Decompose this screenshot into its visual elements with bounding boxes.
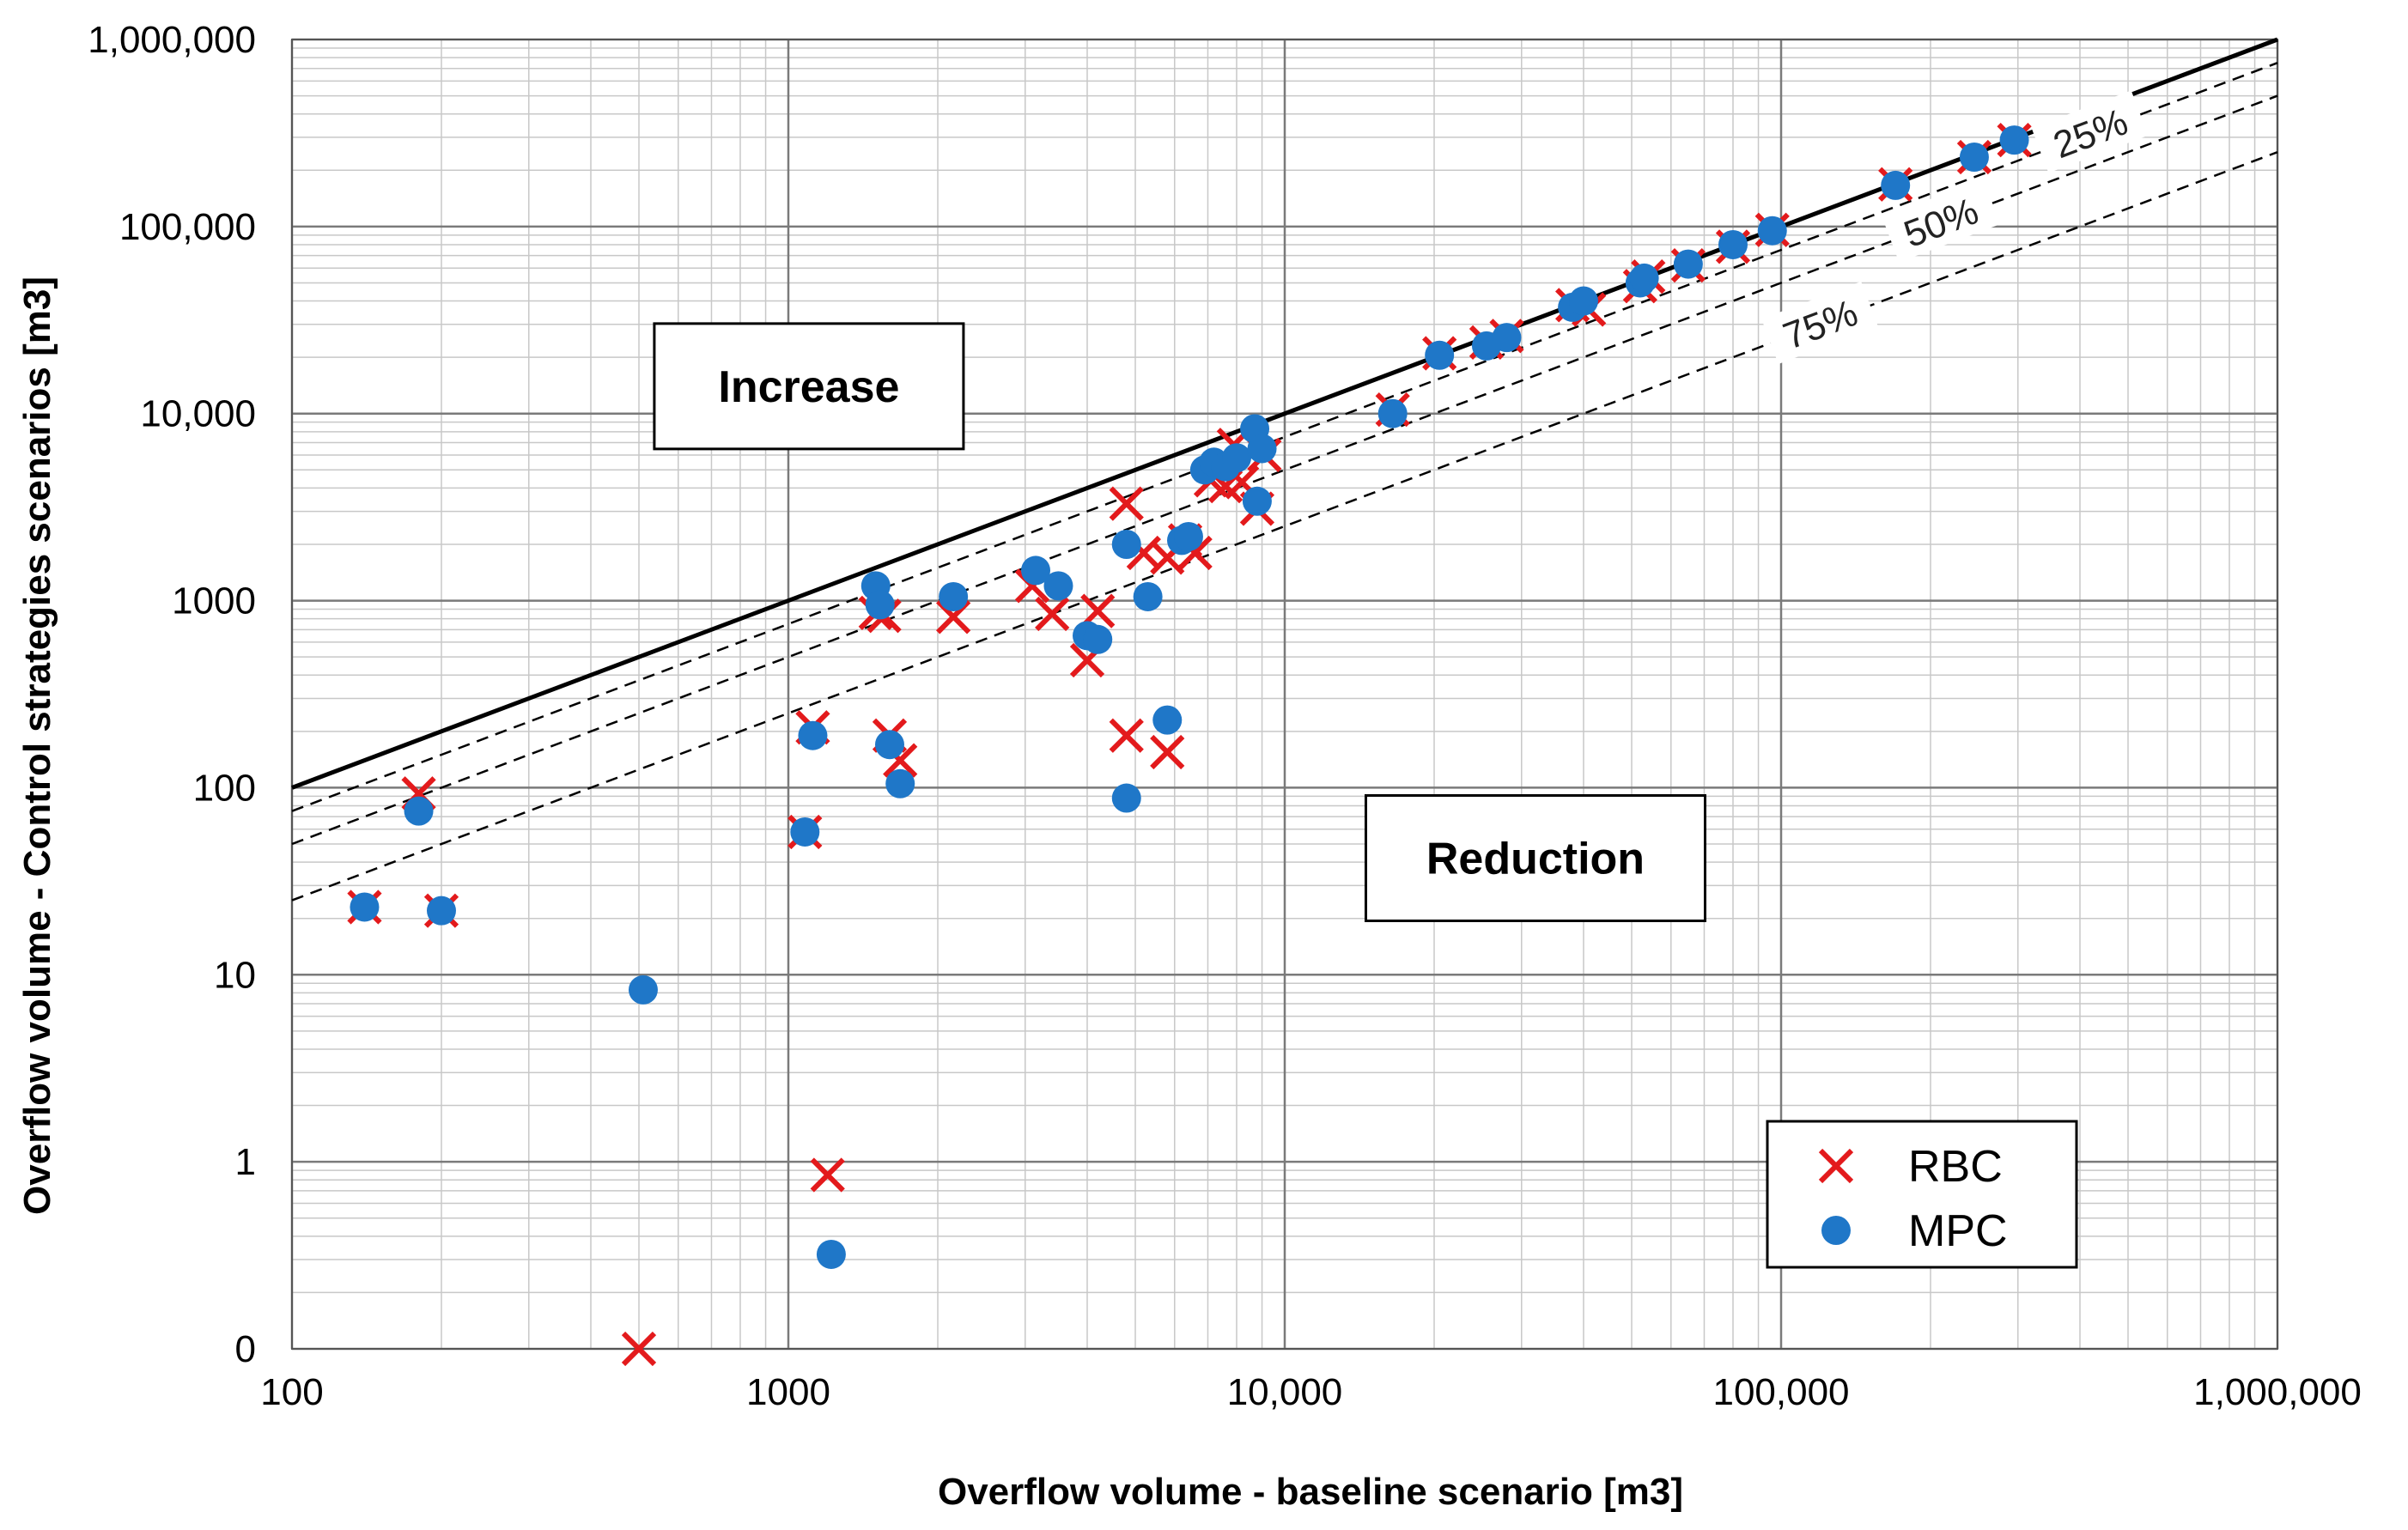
mpc-point [939,581,969,611]
mpc-point [1247,434,1277,464]
mpc-point [628,974,658,1005]
reference-label-background [1882,179,1999,263]
x-tick-label: 100 [260,1371,323,1413]
rbc-point [1150,734,1185,770]
annotation-box [653,322,965,451]
rbc-cross-stroke [1225,464,1260,500]
rbc-point [1035,596,1070,632]
reference-line-25pct [291,62,2278,812]
mpc-point [1425,340,1455,370]
rbc-cross-stroke [883,743,918,778]
x-axis-title: Overflow volume - baseline scenario [m3] [938,1471,1683,1513]
data-points [347,122,2032,1367]
series-mpc [350,125,2029,1269]
legend-marker-mpc [1821,1216,1851,1245]
rbc-point [1109,486,1144,521]
legend-box [1766,1120,2078,1269]
legend-entry-mpc: MPC [1821,1206,2008,1256]
mpc-point [1152,705,1183,735]
mpc-point [790,817,820,847]
mpc-point [1021,556,1051,586]
legend-entry-rbc: RBC [1818,1142,2003,1192]
annotation-box [1364,794,1706,923]
annotation-reduction: Reduction [1364,794,1706,923]
y-tick-label: 1000 [172,580,256,622]
y-tick-labels: 0 1 10 100 1000 10,000 100,000 1,000,000 [88,19,256,1370]
mpc-point [1492,323,1522,353]
mpc-point [798,720,828,750]
rbc-cross-stroke [1109,718,1144,753]
y-tick-label: 1 [235,1141,256,1183]
mpc-point [1377,398,1408,428]
mpc-point [885,768,915,798]
rbc-point [810,1157,845,1193]
x-tick-label: 100,000 [1712,1371,1849,1413]
annotation-text: Reduction [1426,835,1645,884]
mpc-point [1673,249,1703,279]
mpc-point [1881,170,1911,200]
mpc-point [1757,216,1787,246]
rbc-cross-stroke [1109,486,1144,521]
mpc-point [404,796,434,826]
mpc-point [816,1239,846,1269]
region-annotations: Increase Reduction [653,322,1706,923]
mpc-point [1173,521,1203,551]
y-axis-title: Overflow volume - Control strategies sce… [16,276,58,1215]
mpc-point [426,896,456,926]
y-tick-label: 10 [214,954,256,996]
y-tick-label: 100,000 [119,206,256,248]
x-tick-label: 1,000,000 [2193,1371,2362,1413]
annotation-increase: Increase [653,322,965,451]
mpc-point [1111,783,1141,813]
mpc-point [1221,443,1251,473]
reference-line-75pct [291,150,2278,902]
mpc-point [1083,624,1113,654]
mpc-point [1043,571,1073,601]
legend-label: MPC [1908,1206,2008,1256]
rbc-cross-stroke [1150,734,1185,770]
legend-label: RBC [1908,1142,2003,1192]
mpc-point [1568,286,1598,316]
mpc-point [1959,143,1989,173]
reference-lines: 25%50%75% [291,37,2278,902]
x-tick-label: 1000 [746,1371,830,1413]
mpc-point [865,590,895,620]
mpc-point [1133,581,1163,611]
rbc-cross-stroke [621,1331,657,1367]
x-tick-label: 10,000 [1227,1371,1343,1413]
reference-label-background [1761,281,1878,364]
rbc-cross-stroke [1818,1148,1854,1184]
y-tick-label: 100 [193,767,256,809]
legend: RBC MPC [1766,1120,2078,1269]
rbc-cross-stroke [810,1157,845,1193]
mpc-point [1999,125,2029,155]
reference-label-background [2031,90,2149,173]
mpc-point [1111,529,1141,559]
rbc-point [621,1331,657,1367]
mpc-point [1718,229,1748,259]
rbc-cross-stroke [1177,535,1213,571]
plot-area-frame [291,39,2278,1350]
annotation-text: Increase [718,362,899,412]
y-tick-label: 1,000,000 [88,19,256,61]
legend-marker-rbc [1818,1148,1854,1184]
y-tick-label: 0 [235,1328,256,1370]
x-tick-labels: 100 1000 10,000 100,000 1,000,000 [260,1371,2362,1413]
reference-line-0pct [291,37,2278,790]
mpc-point [874,730,904,760]
rbc-point [1109,718,1144,753]
y-tick-label: 10,000 [140,393,256,435]
mpc-point [1242,486,1272,516]
mpc-point [1629,263,1659,293]
mpc-point [350,892,380,922]
rbc-cross-stroke [1035,596,1070,632]
